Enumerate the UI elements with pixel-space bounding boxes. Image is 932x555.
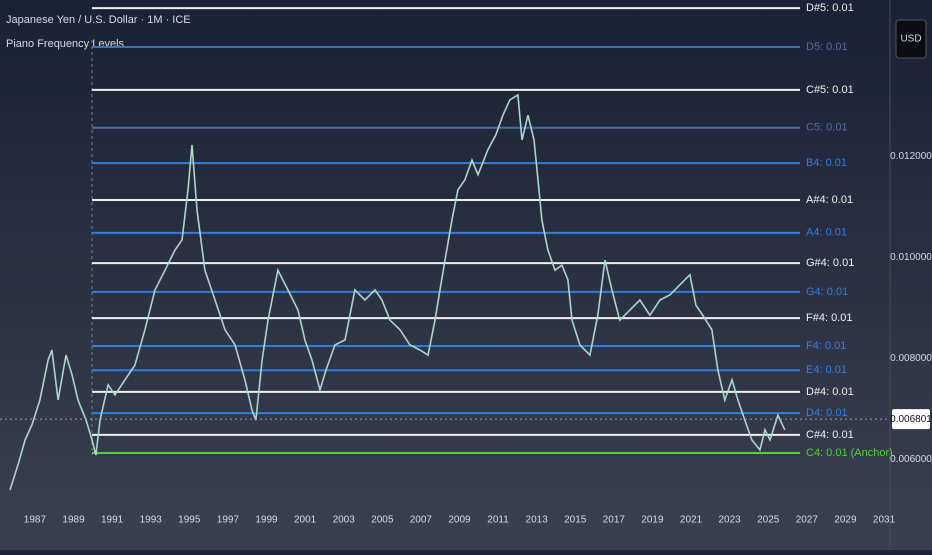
x-tick-label: 1999 [255, 515, 278, 526]
x-tick-label: 2029 [834, 515, 857, 526]
x-tick-label: 2005 [371, 515, 394, 526]
level-label: C5: 0.01 [806, 122, 848, 134]
symbol-title: Japanese Yen / U.S. Dollar · 1M · ICE [6, 14, 191, 26]
level-label: G#4: 0.01 [806, 257, 854, 269]
x-tick-label: 2011 [487, 515, 509, 526]
level-label: D4: 0.01 [806, 407, 848, 419]
x-tick-label: 2009 [448, 515, 471, 526]
y-tick-label: 0.008000 [890, 353, 932, 364]
level-label: F4: 0.01 [806, 340, 846, 352]
x-tick-label: 1995 [178, 515, 201, 526]
x-tick-label: 2013 [526, 515, 549, 526]
x-tick-label: 2021 [680, 515, 703, 526]
last-price-label: 0.006801 [890, 414, 932, 425]
level-label: E4: 0.01 [806, 364, 847, 376]
level-label: D#4: 0.01 [806, 386, 854, 398]
y-tick-label: 0.006000 [890, 454, 932, 465]
x-tick-label: 2031 [873, 515, 896, 526]
x-tick-label: 1989 [62, 515, 85, 526]
y-tick-label: 0.010000 [890, 252, 932, 263]
x-tick-label: 2003 [333, 515, 356, 526]
indicator-name: Piano Frequency Levels [6, 38, 125, 50]
level-label: C4: 0.01 (Anchor) [806, 447, 893, 459]
x-tick-label: 2019 [641, 515, 664, 526]
last-price-box [892, 409, 930, 430]
level-label: F#4: 0.01 [806, 312, 852, 324]
x-tick-label: 2015 [564, 515, 587, 526]
level-label: C#4: 0.01 [806, 429, 854, 441]
x-tick-label: 2025 [757, 515, 780, 526]
x-tick-label: 1987 [24, 515, 47, 526]
level-label: D5: 0.01 [806, 41, 848, 53]
x-tick-label: 2007 [410, 515, 433, 526]
x-tick-label: 2017 [603, 515, 626, 526]
level-label: A#4: 0.01 [806, 194, 853, 206]
level-label: B4: 0.01 [806, 157, 847, 169]
x-tick-label: 1997 [217, 515, 240, 526]
level-label: D#5: 0.01 [806, 2, 854, 14]
level-label: G4: 0.01 [806, 286, 848, 298]
x-tick-label: 1993 [140, 515, 163, 526]
level-label: A4: 0.01 [806, 227, 847, 239]
price-line [9, 93, 786, 491]
level-label: C#5: 0.01 [806, 84, 854, 96]
y-tick-label: 0.012000 [890, 151, 932, 162]
x-tick-label: 1991 [101, 515, 124, 526]
x-tick-label: 2023 [719, 515, 742, 526]
x-tick-label: 2027 [796, 515, 819, 526]
currency-button[interactable] [895, 19, 927, 59]
x-tick-label: 2001 [294, 515, 317, 526]
currency-label[interactable]: USD [900, 34, 921, 45]
